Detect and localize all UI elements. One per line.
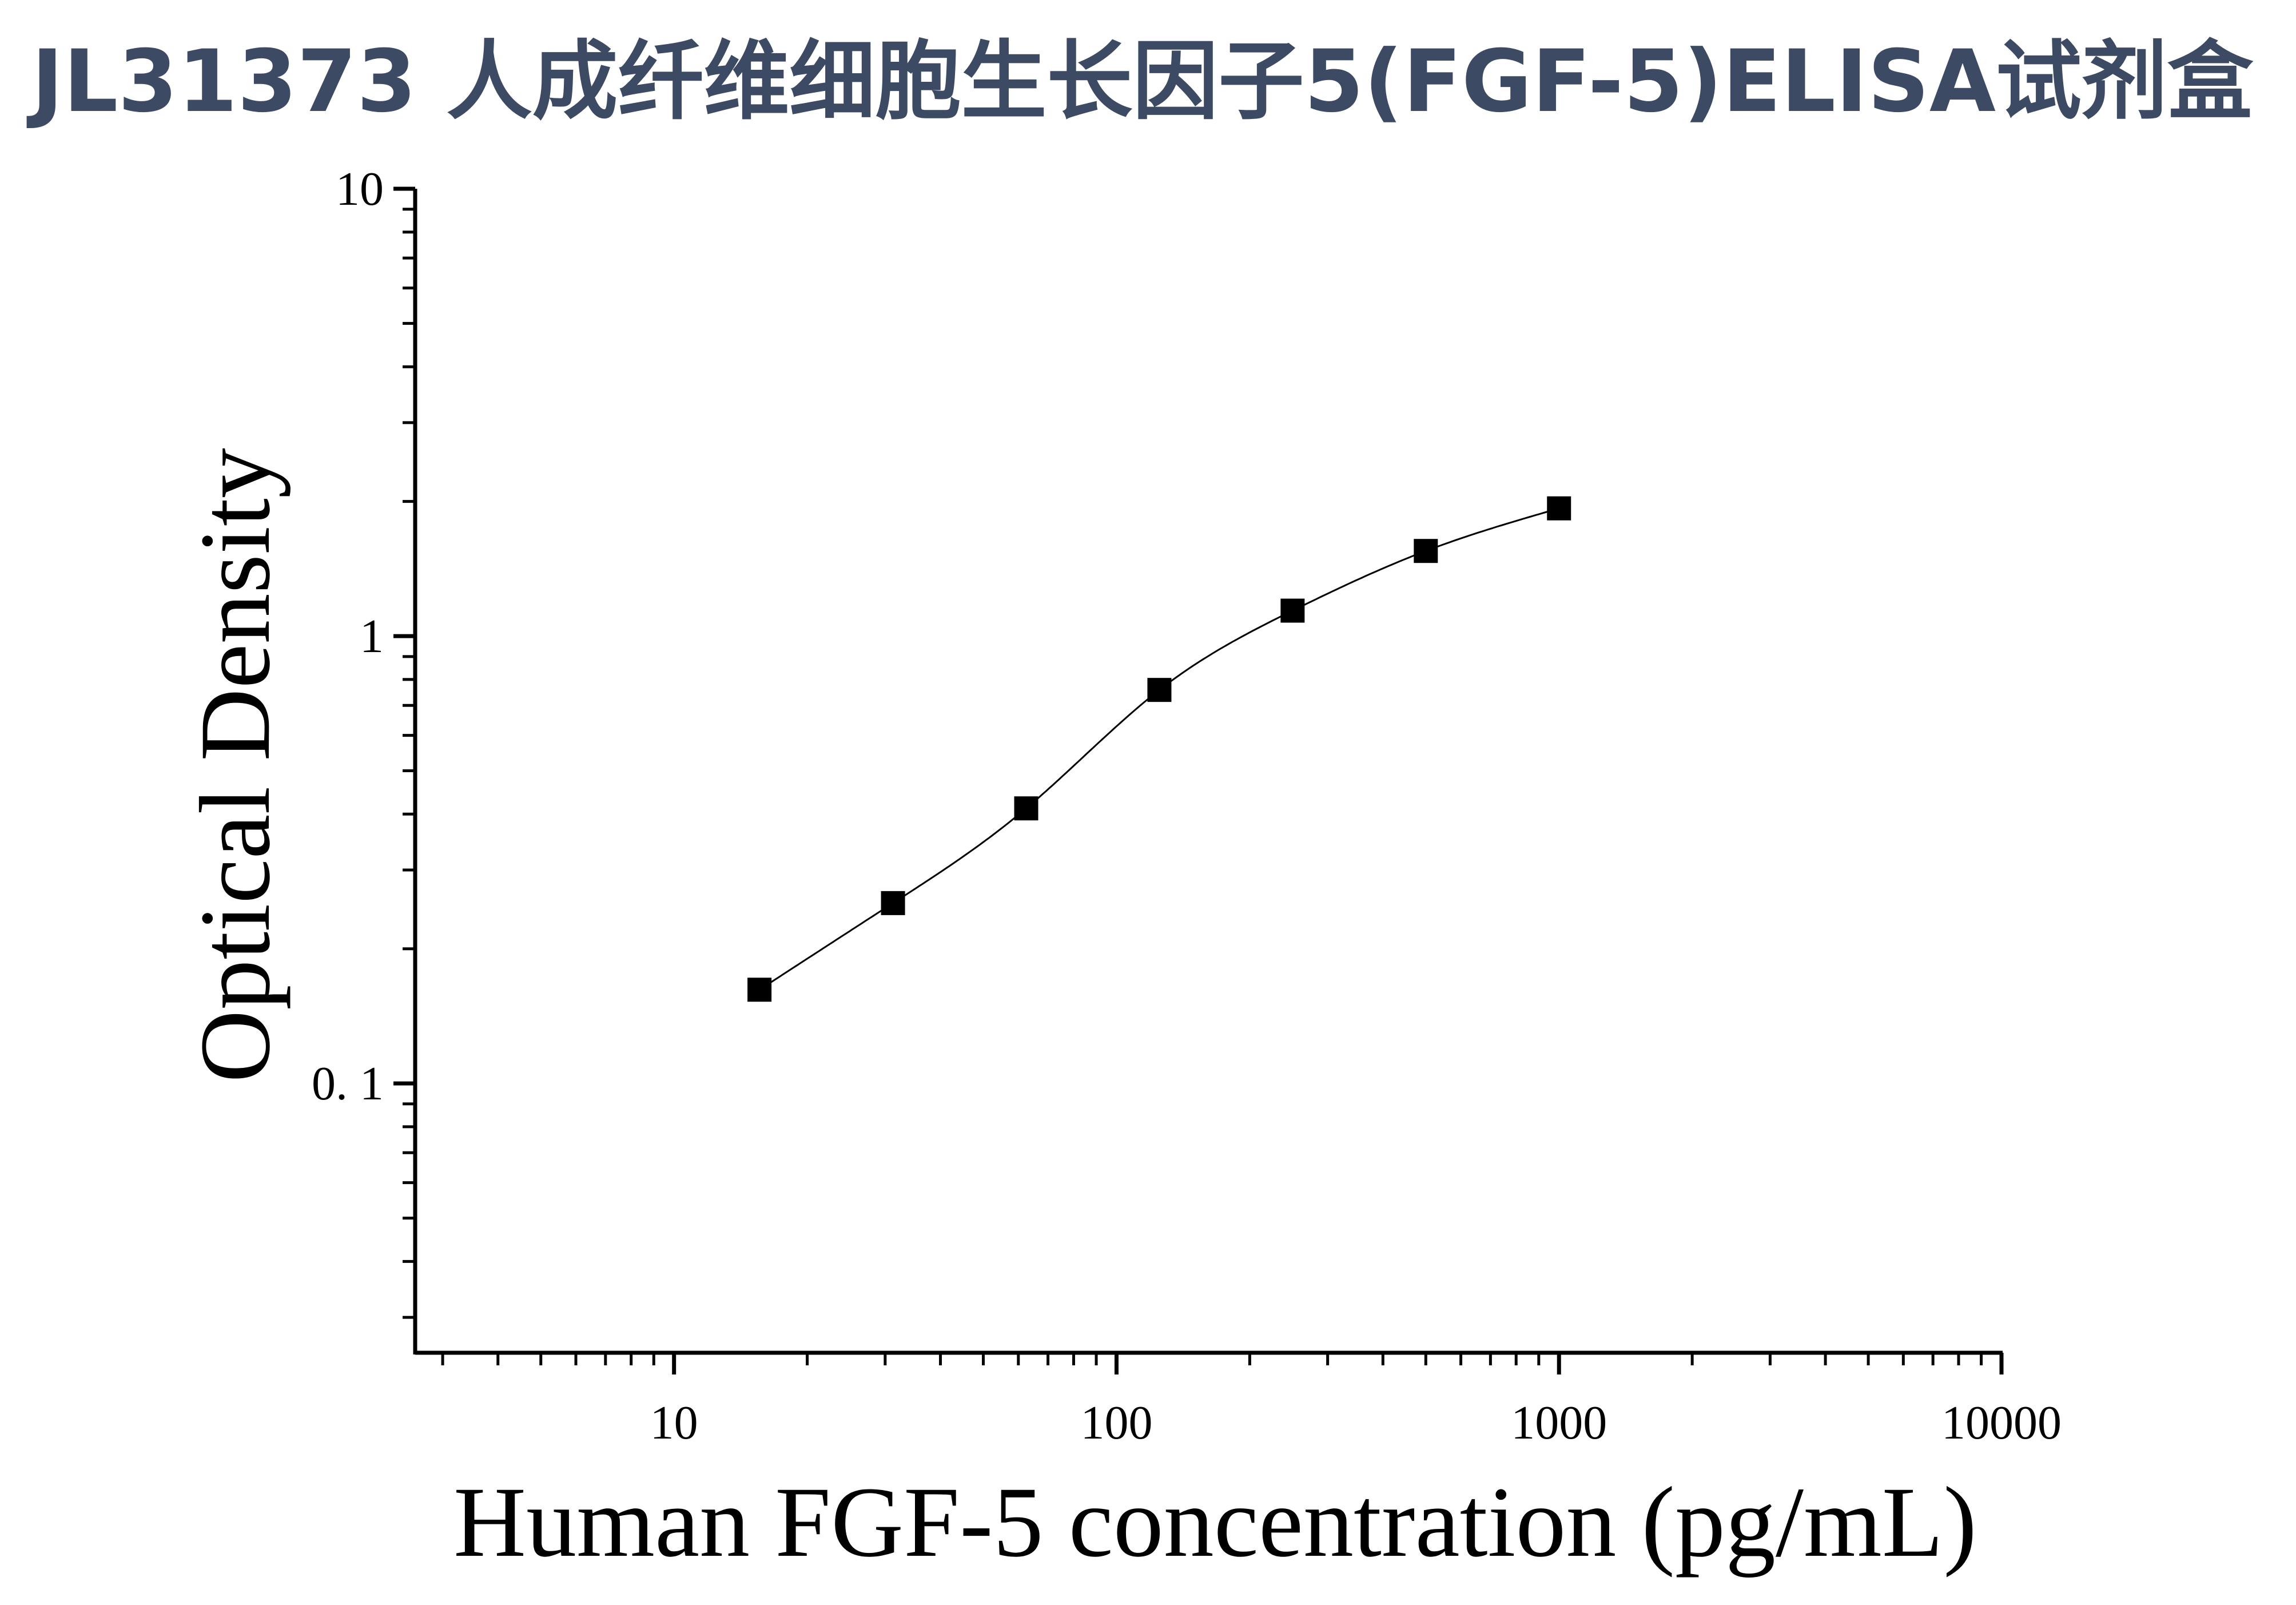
y-tick-label: 0. 1 [312, 1057, 384, 1110]
y-axis-title: Optical Density [180, 448, 291, 1083]
data-point [1414, 539, 1438, 563]
x-axis-title: Human FGF-5 concentration (pg/mL) [453, 1467, 1977, 1578]
x-tick-label: 10000 [1941, 1396, 2062, 1449]
y-tick-label: 10 [336, 162, 384, 216]
data-point [1014, 796, 1038, 821]
data-point [1147, 678, 1172, 702]
data-point [1547, 496, 1571, 521]
axis-labels: 10 100 1000 10000 0. 1 1 10 [312, 162, 2062, 1449]
x-tick-label: 1000 [1511, 1396, 1607, 1449]
data-point [747, 978, 772, 1002]
axes [393, 186, 2004, 1374]
x-tick-label: 100 [1080, 1396, 1152, 1449]
data-point [1280, 598, 1305, 623]
data-points [747, 496, 1571, 1002]
y-tick-label: 1 [360, 610, 384, 663]
data-point [881, 891, 905, 915]
x-tick-label: 10 [650, 1396, 698, 1449]
page-title: JL31373 人成纤维细胞生长因子5(FGF-5)ELISA试剂盒 [31, 32, 2253, 132]
fit-curve [759, 507, 1559, 991]
